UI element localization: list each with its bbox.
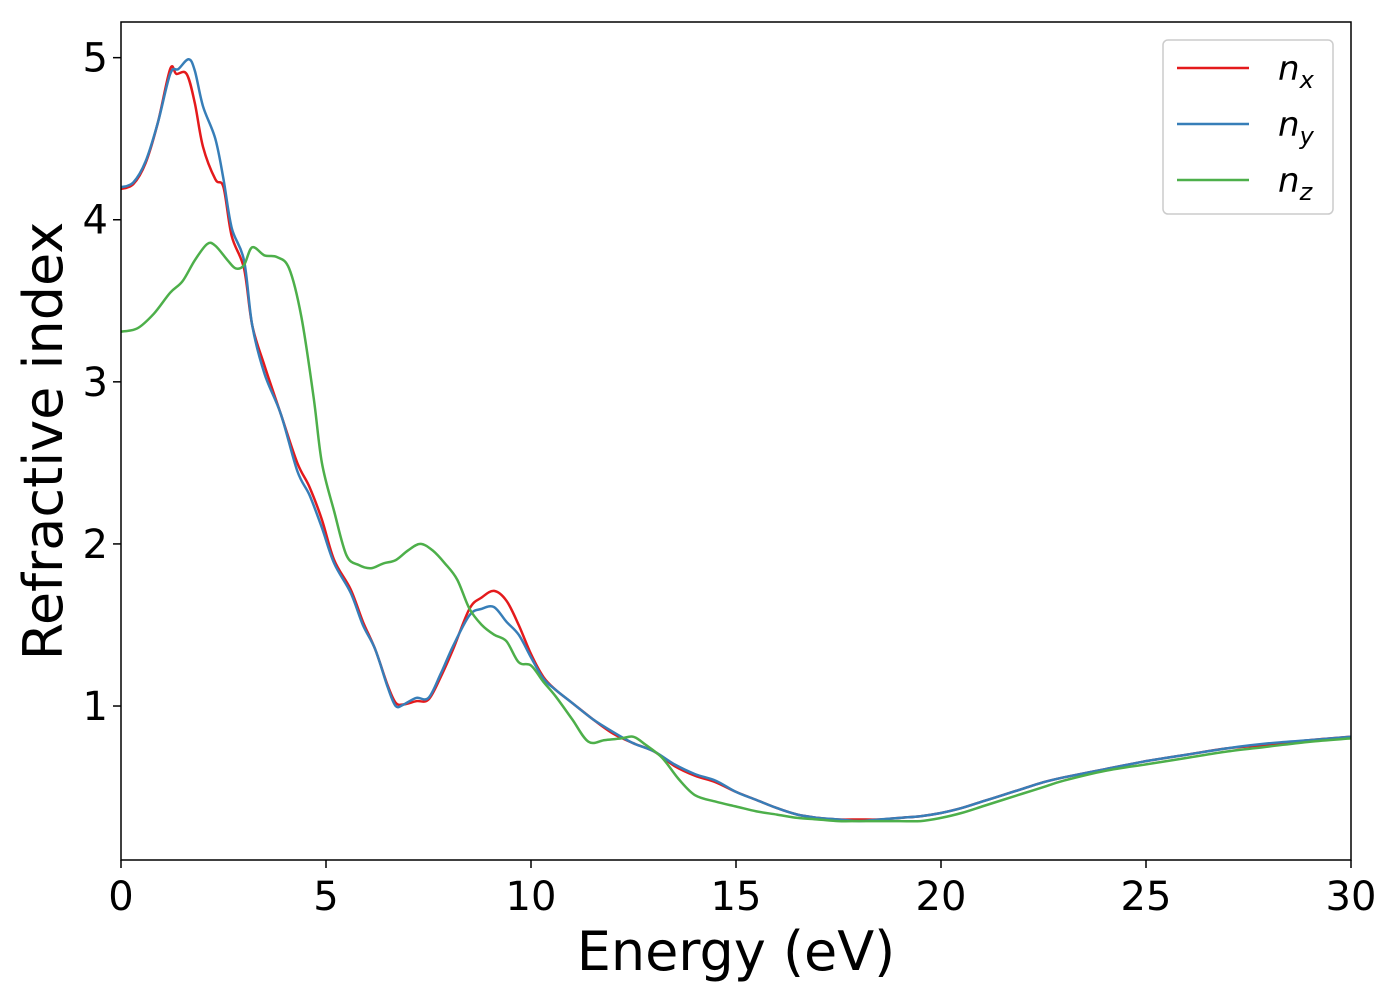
x-tick-label: 5: [313, 874, 338, 920]
series-line-ny: [120, 58, 1352, 823]
y-tick-label: 5: [83, 36, 108, 82]
x-axis-ticks: 0 5 10 15 20 25 30: [108, 860, 1376, 920]
y-tick-label: 3: [83, 360, 108, 406]
y-tick-label: 2: [83, 522, 108, 568]
x-tick-label: 20: [916, 874, 967, 920]
x-tick-label: 10: [506, 874, 557, 920]
x-tick-label: 25: [1121, 874, 1172, 920]
y-axis-ticks: 1 2 3 4 5: [83, 36, 121, 730]
x-axis-label: Energy (eV): [577, 920, 896, 983]
y-tick-label: 4: [83, 198, 108, 244]
series-layer: [120, 58, 1352, 823]
x-tick-label: 0: [108, 874, 133, 920]
legend-label-nx: nx: [1278, 49, 1315, 94]
y-axis-label: Refractive index: [12, 222, 75, 661]
legend-label-subscript: x: [1299, 66, 1315, 94]
legend-label-ny: ny: [1278, 105, 1315, 150]
x-tick-label: 15: [711, 874, 762, 920]
x-tick-label: 30: [1326, 874, 1377, 920]
legend-box: [1162, 39, 1334, 215]
legend-label-subscript: y: [1299, 122, 1315, 150]
y-tick-label: 1: [83, 684, 108, 730]
legend-label-subscript: z: [1299, 178, 1314, 206]
series-line-nz: [120, 241, 1352, 823]
